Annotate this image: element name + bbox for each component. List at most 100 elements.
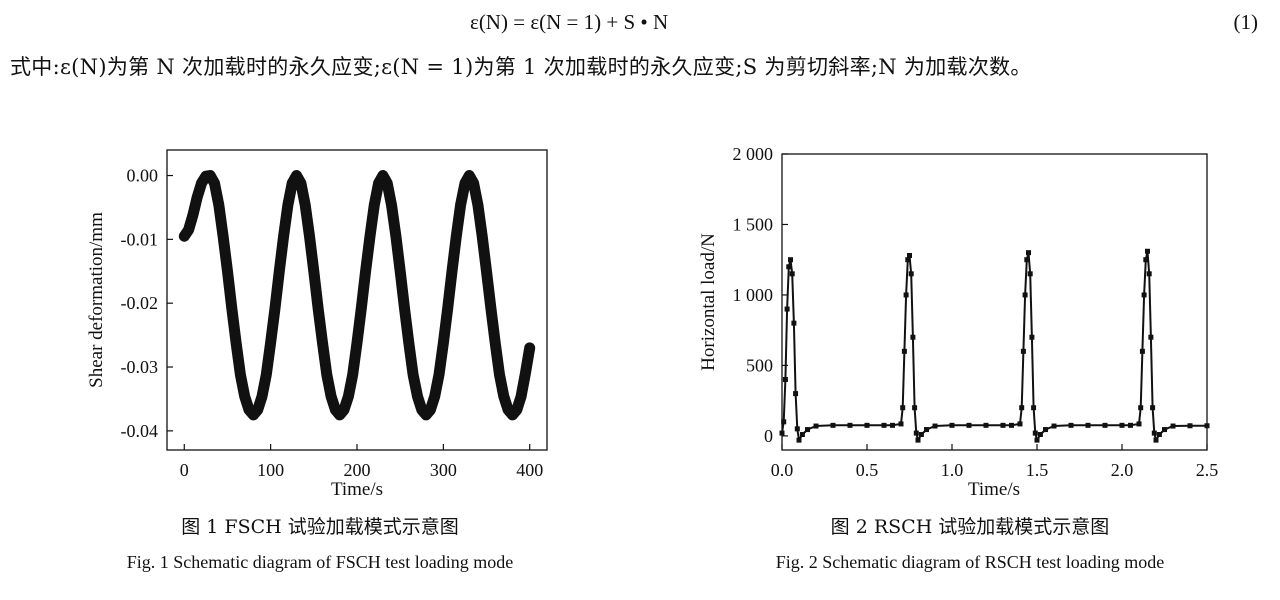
data-point (903, 292, 909, 298)
x-axis-label: Time/s (968, 479, 1020, 500)
x-tick-label: 100 (257, 460, 284, 480)
data-point (890, 422, 895, 428)
data-point (788, 257, 793, 263)
data-point (796, 437, 802, 443)
data-point (781, 419, 787, 425)
data-point (1153, 437, 1159, 443)
data-point (915, 437, 921, 443)
body-paragraph: 式中:ε(N)为第 N 次加载时的永久应变;ε(N = 1)为第 1 次加载时的… (10, 55, 1032, 79)
data-point (907, 252, 912, 258)
data-point (1051, 423, 1057, 429)
data-point (1139, 348, 1145, 354)
x-tick-label: 300 (430, 460, 457, 480)
data-point (1128, 422, 1133, 428)
data-point (1119, 422, 1125, 428)
data-point (932, 423, 938, 429)
y-tick-label: -0.02 (121, 293, 159, 313)
plot-frame (781, 153, 1208, 451)
figure-2-caption-cn: 图 2 RSCH 试验加载模式示意图 (830, 516, 1110, 538)
data-point (1029, 334, 1035, 340)
data-point (910, 334, 916, 340)
horizontal-load-line (781, 250, 1207, 442)
equation-number: (1) (1233, 10, 1259, 34)
data-point (1026, 250, 1031, 256)
y-axis-label: Horizontal load/N (698, 233, 719, 371)
x-tick-label: 1.0 (941, 460, 964, 480)
figure-2-caption-en: Fig. 2 Schematic diagram of RSCH test lo… (775, 552, 1165, 572)
data-point (1141, 292, 1147, 298)
data-point (1032, 430, 1038, 436)
x-tick-label: 0.0 (771, 460, 794, 480)
y-tick-label: 500 (746, 355, 773, 375)
data-point (1085, 422, 1091, 428)
figure-1-caption-cn: 图 1 FSCH 试验加载模式示意图 (181, 516, 459, 538)
data-point (949, 422, 955, 428)
x-tick-label: 200 (344, 460, 371, 480)
data-point (782, 377, 788, 383)
data-point (900, 405, 906, 411)
data-point (789, 271, 795, 277)
data-point (918, 431, 924, 437)
data-point (799, 431, 805, 437)
data-point (983, 422, 989, 428)
data-point (1024, 257, 1030, 263)
x-tick-label: 0 (180, 460, 189, 480)
x-tick-label: 400 (516, 460, 543, 480)
data-point (784, 306, 790, 312)
data-point (805, 427, 810, 433)
data-point (908, 271, 914, 277)
equation-line: ε(N) = ε(N = 1) + S • N (1) (0, 6, 1280, 40)
y-tick-label: 2 000 (733, 144, 774, 164)
data-point (1150, 405, 1156, 411)
data-point (1022, 292, 1028, 298)
data-point (1143, 257, 1149, 263)
x-axis-label: Time/s (331, 479, 383, 500)
data-point (905, 257, 911, 263)
y-axis-label: Shear deformation/mm (86, 212, 107, 388)
data-point (913, 430, 919, 436)
data-point (924, 427, 929, 433)
data-point (847, 422, 853, 428)
data-point (1187, 423, 1193, 429)
data-point (830, 422, 836, 428)
data-point (912, 405, 918, 411)
data-point (1102, 422, 1108, 428)
data-point (1068, 422, 1074, 428)
shear-deformation-line (178, 170, 536, 421)
data-point (1148, 334, 1154, 340)
data-point (1017, 421, 1023, 427)
data-point (1151, 430, 1157, 436)
data-point (1146, 271, 1152, 277)
data-point (1145, 248, 1150, 254)
data-point (1020, 348, 1026, 354)
x-tick-label: 2.0 (1111, 460, 1134, 480)
data-point (791, 320, 797, 326)
data-point (1170, 423, 1176, 429)
data-point (1031, 405, 1037, 411)
figure-1-caption-en: Fig. 1 Schematic diagram of FSCH test lo… (126, 552, 514, 572)
y-tick-label: 1 500 (733, 214, 774, 234)
figure-1-chart: 0 100 200 300 400 0.00 -0.01 -0.02 -0.03 -0.04 T… (86, 149, 548, 500)
y-tick-label: 1 000 (733, 285, 774, 305)
y-tick-label: -0.03 (121, 357, 159, 377)
y-tick-label: 0 (764, 426, 773, 446)
data-point (793, 391, 799, 397)
equation: ε(N) = ε(N = 1) + S • N (470, 10, 669, 34)
data-point (1043, 427, 1048, 433)
data-point (864, 422, 870, 428)
x-tick-label: 0.5 (856, 460, 879, 480)
data-point (1009, 422, 1014, 428)
data-point (1136, 421, 1142, 427)
data-point (1027, 271, 1033, 277)
data-point (786, 264, 792, 270)
figure-2-chart: 0.0 0.5 1.0 1.5 2.0 2.5 2 000 1 500 1 000 500 0 T… (698, 144, 1218, 500)
data-point (966, 422, 972, 428)
data-point (813, 423, 819, 429)
y-tick-label: -0.04 (121, 421, 159, 441)
data-point (881, 422, 887, 428)
data-point (898, 421, 904, 427)
y-tick-label: -0.01 (121, 229, 159, 249)
data-point (901, 348, 907, 354)
data-point (1156, 431, 1162, 437)
data-point (794, 426, 800, 432)
